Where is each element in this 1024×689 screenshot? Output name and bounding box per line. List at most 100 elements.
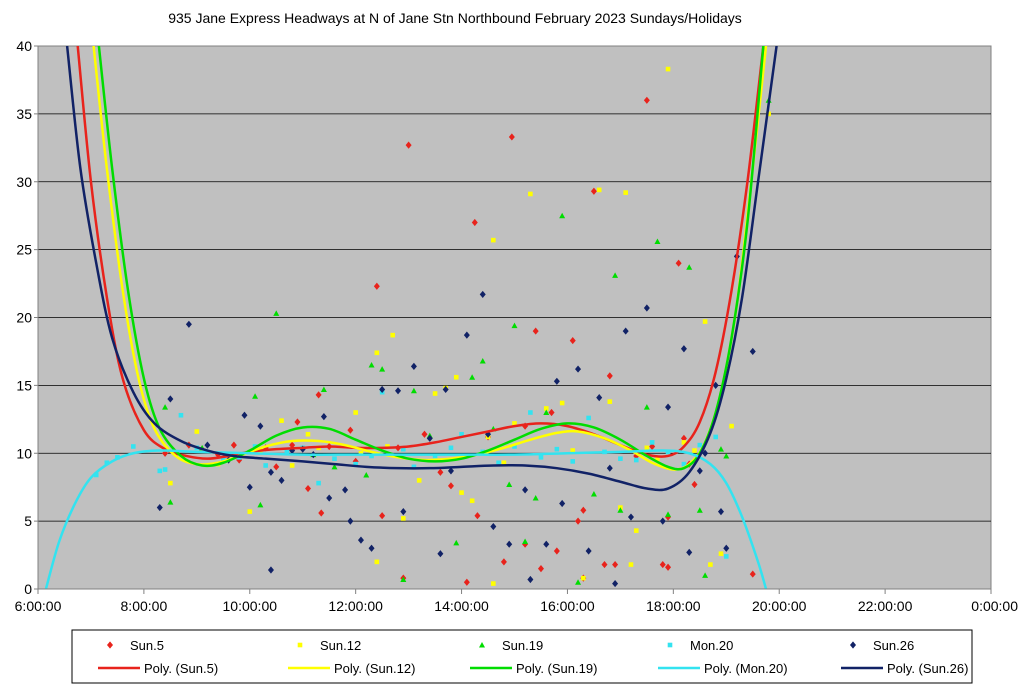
legend-marker — [479, 642, 485, 648]
data-point — [353, 461, 358, 467]
data-point — [590, 187, 597, 195]
data-point — [267, 468, 274, 476]
data-point — [167, 395, 174, 403]
data-point — [479, 357, 486, 364]
data-point — [405, 141, 412, 149]
data-point — [718, 551, 724, 557]
data-point — [369, 453, 374, 459]
data-point — [363, 471, 370, 478]
data-point — [508, 133, 515, 141]
data-point — [289, 463, 295, 468]
data-point — [528, 191, 533, 197]
data-point — [157, 468, 163, 474]
data-point — [167, 499, 174, 505]
gridlines — [38, 113, 991, 522]
data-point — [448, 445, 454, 451]
data-point — [379, 512, 386, 520]
data-point — [659, 560, 666, 569]
data-point — [315, 391, 322, 399]
y-tick-label: 40 — [16, 38, 32, 54]
data-point — [432, 453, 438, 459]
data-point — [204, 441, 211, 449]
data-point — [267, 566, 274, 574]
data-point — [447, 467, 454, 475]
data-point — [496, 460, 501, 466]
data-point — [633, 528, 639, 533]
data-point — [665, 66, 671, 72]
data-point — [749, 570, 756, 578]
x-tick-label: 6:00:00 — [15, 598, 62, 614]
axes — [34, 45, 992, 594]
data-point — [236, 456, 243, 464]
data-point — [357, 536, 364, 544]
data-point — [686, 548, 693, 556]
data-point — [279, 418, 284, 423]
data-point — [221, 456, 226, 461]
data-point — [543, 409, 550, 416]
data-point — [522, 486, 529, 494]
y-tick-label: 30 — [16, 174, 32, 190]
data-point — [479, 290, 486, 299]
data-point — [623, 190, 628, 195]
data-point — [284, 449, 290, 455]
data-point — [305, 431, 311, 437]
data-point — [538, 455, 544, 460]
data-point — [230, 441, 237, 449]
data-point — [194, 429, 200, 434]
data-point — [320, 412, 327, 421]
data-point — [332, 456, 337, 461]
data-point — [702, 319, 708, 324]
data-point — [665, 511, 672, 517]
data-point — [729, 423, 734, 429]
data-point — [618, 456, 623, 461]
data-point — [575, 579, 582, 585]
legend-label: Sun.26 — [873, 638, 914, 653]
data-point — [437, 468, 444, 476]
data-point — [559, 212, 566, 219]
data-point — [702, 572, 709, 578]
data-point — [681, 440, 687, 445]
data-point — [512, 444, 517, 449]
data-point — [570, 448, 576, 453]
data-point — [358, 450, 364, 456]
data-point — [522, 540, 529, 548]
data-point — [463, 331, 470, 339]
data-point — [596, 393, 603, 402]
data-point — [426, 434, 433, 442]
data-point — [696, 467, 703, 475]
data-point — [246, 483, 253, 491]
data-point — [644, 445, 650, 451]
data-point — [723, 544, 730, 552]
data-point — [643, 404, 650, 410]
data-point — [342, 486, 349, 494]
data-point — [459, 431, 464, 437]
legend — [71, 629, 973, 684]
data-point — [675, 259, 682, 267]
data-point — [289, 446, 296, 455]
data-point — [548, 408, 555, 417]
data-point — [131, 444, 136, 449]
data-point — [686, 264, 693, 270]
data-point — [522, 422, 529, 430]
data-point — [553, 377, 560, 385]
data-point — [665, 403, 672, 411]
data-point — [586, 415, 591, 421]
x-tick-label: 0:00:00 — [971, 598, 1018, 614]
data-point — [447, 482, 454, 490]
data-point — [469, 374, 476, 380]
data-point — [655, 456, 660, 461]
data-point — [749, 347, 756, 356]
y-tick-label: 0 — [24, 581, 32, 597]
data-point — [411, 464, 417, 470]
data-point — [522, 538, 529, 544]
data-point — [528, 410, 533, 415]
data-point — [410, 387, 417, 394]
data-point — [318, 509, 325, 517]
x-tick-label: 20:00:00 — [752, 598, 807, 614]
data-point — [643, 304, 650, 312]
data-point — [702, 449, 709, 457]
data-point — [331, 463, 338, 470]
data-point — [601, 560, 608, 569]
data-point — [463, 578, 470, 586]
